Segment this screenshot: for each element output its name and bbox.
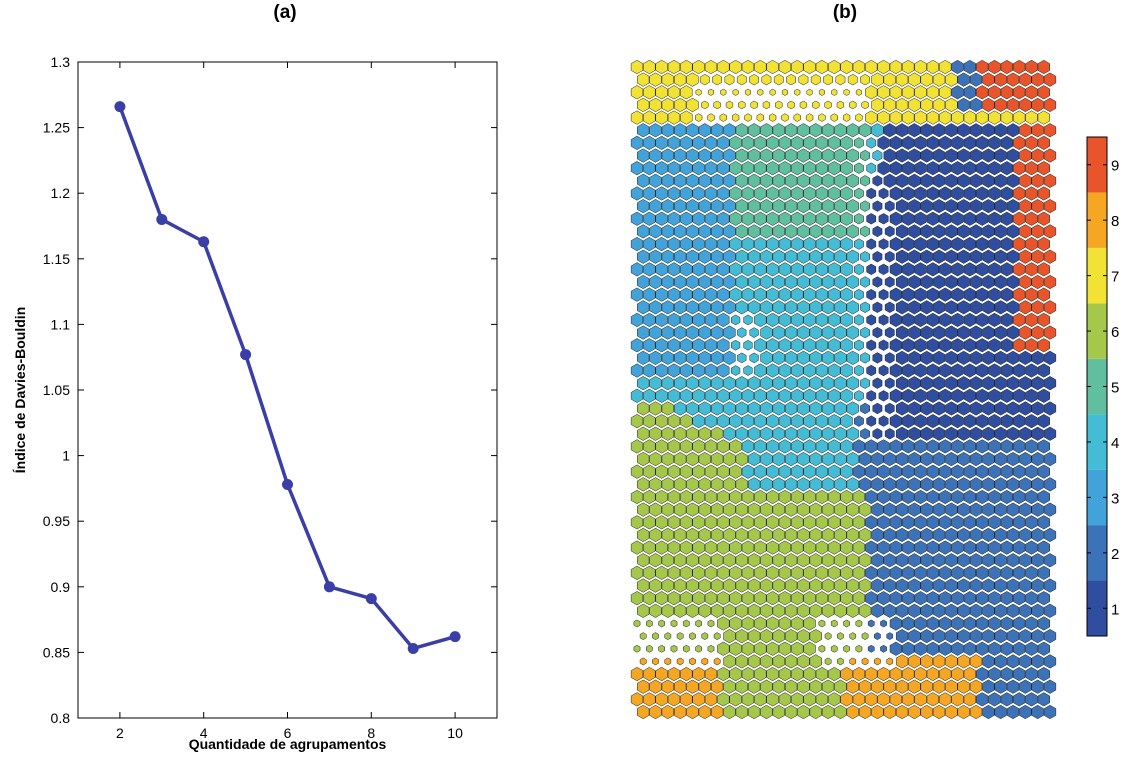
y-tick-label: 0.85	[43, 644, 70, 660]
y-tick-label: 1.2	[51, 185, 71, 201]
colorbar-tick-label: 6	[1111, 324, 1119, 341]
x-tick-label: 4	[200, 725, 208, 741]
y-tick-label: 0.8	[51, 710, 71, 726]
y-tick-label: 1.1	[51, 316, 71, 332]
x-tick-label: 10	[447, 725, 463, 741]
som-cluster-9	[976, 59, 1057, 353]
data-point	[198, 236, 210, 248]
som-cluster-6	[630, 401, 872, 720]
colorbar-segment	[1087, 414, 1107, 470]
colorbar-tick-label: 2	[1111, 546, 1119, 563]
colorbar-tick-label: 1	[1111, 601, 1119, 618]
y-tick-label: 0.9	[51, 579, 71, 595]
panel-b-title: (b)	[832, 2, 858, 23]
x-axis-label: Quantidade de agrupamentos	[189, 736, 387, 752]
som-cluster-3	[630, 123, 736, 378]
x-tick-label: 2	[116, 725, 124, 741]
data-point	[365, 593, 377, 605]
y-tick-label: 1.25	[43, 120, 70, 136]
som-cluster-1	[866, 123, 1057, 441]
colorbar-tick-label: 5	[1111, 380, 1119, 397]
panel-a-title: (a)	[273, 2, 297, 23]
colorbar-segment	[1087, 192, 1107, 248]
som-cluster-7	[630, 59, 1050, 125]
y-tick-label: 1	[62, 448, 70, 464]
data-point	[156, 213, 168, 225]
y-tick-label: 0.95	[43, 513, 70, 529]
data-point	[114, 101, 126, 113]
colorbar-segment	[1087, 525, 1107, 581]
data-point	[323, 581, 335, 593]
y-tick-label: 1.15	[43, 251, 70, 267]
colorbar-segment	[1087, 580, 1107, 636]
y-tick-label: 1.05	[43, 382, 70, 398]
data-point	[282, 478, 293, 490]
som-cluster-8	[630, 654, 983, 720]
x-tick-label: 6	[284, 725, 292, 741]
som-cluster-2	[852, 59, 1057, 720]
som-cluster-4	[630, 123, 884, 492]
colorbar-tick-label: 4	[1111, 435, 1119, 452]
plot-frame	[77, 61, 498, 719]
colorbar-tick-label: 7	[1111, 269, 1119, 286]
y-axis-label: Índice de Davies-Bouldin	[12, 307, 28, 473]
data-point	[449, 631, 461, 643]
colorbar-tick-label: 9	[1111, 158, 1119, 175]
colorbar-tick-label: 8	[1111, 213, 1119, 230]
y-tick-label: 1.3	[51, 54, 71, 70]
colorbar-segment	[1087, 137, 1107, 193]
data-point	[407, 642, 419, 654]
colorbar-segment	[1087, 358, 1107, 415]
colorbar-segment	[1087, 247, 1107, 304]
colorbar-tick-label: 3	[1111, 490, 1119, 507]
som-cluster-5	[729, 123, 872, 239]
data-point	[240, 349, 252, 361]
colorbar-segment	[1087, 303, 1107, 359]
x-tick-label: 8	[367, 725, 375, 741]
colorbar-segment	[1087, 469, 1107, 526]
